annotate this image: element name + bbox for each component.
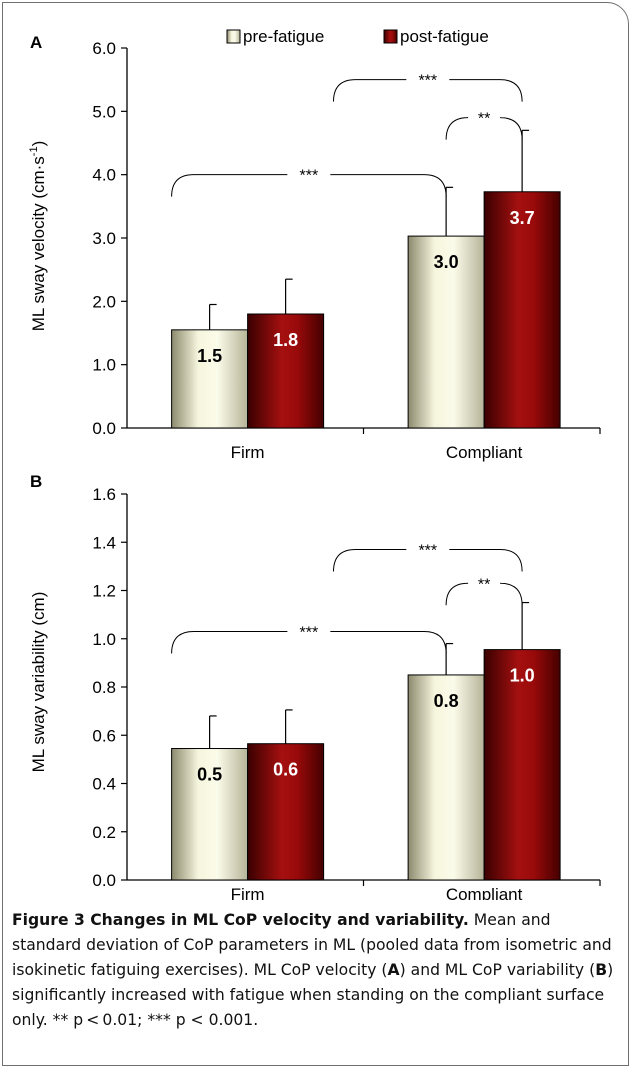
panel-a-significance-label: *** <box>418 73 437 90</box>
panel-b-significance-bracket <box>171 631 288 654</box>
panel-a-significance-bracket <box>445 117 469 140</box>
panel-b-bar-post-compliant <box>483 649 561 881</box>
panel-b-data-label: 0.6 <box>273 760 298 780</box>
panel-b-data-label: 0.5 <box>197 765 222 785</box>
panel-a-bar-post-firm <box>247 313 325 429</box>
panel-a-data-label: 3.7 <box>510 208 535 228</box>
legend-swatch-post <box>383 29 398 44</box>
panel-a-significance-label: ** <box>478 111 490 128</box>
panel-a-data-label: 3.0 <box>434 252 459 272</box>
panel-b-plot: 0.0 0.2 0.4 0.6 0.8 1.0 1.2 1.4 1.6 Firm 0.5 0.6 Com… <box>92 485 601 900</box>
panel-b-y-tick-label: 1.6 <box>92 485 116 504</box>
panel-b-data-label: 0.8 <box>434 691 459 711</box>
panel-a-y-tick-label: 6.0 <box>92 39 116 58</box>
caption-text-3: ) significantly increased with fatigue w… <box>12 961 614 1029</box>
panel-b-significance-bracket <box>500 582 523 606</box>
figure-charts: pre-fatigue post-fatigue A B ML sway vel… <box>28 27 601 900</box>
panel-b-y-tick-label: 0.0 <box>92 871 116 890</box>
caption-text-2: ) and ML CoP variability ( <box>399 961 596 979</box>
panel-a-x-tick-label: Compliant <box>446 443 523 462</box>
legend-label-post: post-fatigue <box>400 27 489 46</box>
panel-a-significance-label: *** <box>300 168 319 185</box>
panel-b-y-tick-label: 0.6 <box>92 726 116 745</box>
panel-b-significance-label: *** <box>418 542 437 559</box>
panel-b-significance-label: ** <box>478 576 490 593</box>
panel-a-y-tick-label: 1.0 <box>92 356 116 375</box>
panel-b-bar-post-firm <box>247 743 325 881</box>
panel-a-plot: 0.0 1.0 2.0 3.0 4.0 5.0 6.0 Firm 1.5 1.8 Compliant… <box>92 39 601 462</box>
caption-text-1: Mean and standard deviation of CoP param… <box>12 911 612 979</box>
panel-a-y-axis-title: ML sway velocity (cm·s-1) <box>28 141 48 332</box>
panel-a-label: A <box>30 33 42 52</box>
panel-b-bar-pre-compliant <box>407 674 485 881</box>
panel-a-data-label: 1.5 <box>197 346 222 366</box>
panel-b-bar-pre-firm <box>171 748 249 881</box>
panel-b-y-tick-label: 1.0 <box>92 630 116 649</box>
panel-b-y-axis-title: ML sway variability (cm) <box>29 592 48 773</box>
panel-b-x-tick-label: Compliant <box>446 885 523 900</box>
caption-bold-b: B <box>595 961 608 979</box>
caption-bold-a: A <box>387 961 400 979</box>
panel-a-significance-bracket <box>171 174 288 197</box>
panel-a-bar-pre-compliant <box>407 235 485 429</box>
panel-a-y-tick-label: 3.0 <box>92 229 116 248</box>
legend-swatch-pre <box>226 29 241 44</box>
panel-b-significance-bracket <box>330 631 447 654</box>
panel-b-significance-bracket <box>449 548 523 572</box>
caption-title: Figure 3 Changes in ML CoP velocity and … <box>12 911 469 929</box>
panel-a-bar-post-compliant <box>483 191 561 429</box>
panel-a-x-tick-label: Firm <box>231 443 265 462</box>
panel-a-y-tick-label: 0.0 <box>92 419 116 438</box>
figure-caption: Figure 3 Changes in ML CoP velocity and … <box>12 908 622 1033</box>
legend-label-pre: pre-fatigue <box>243 27 324 46</box>
panel-a-significance-bracket <box>500 117 523 140</box>
panel-a-significance-bracket <box>449 79 523 102</box>
panel-b-label: B <box>30 472 42 491</box>
panel-b-data-label: 1.0 <box>510 666 535 686</box>
panel-b-significance-bracket <box>333 548 407 572</box>
panel-b-y-tick-label: 0.4 <box>92 775 116 794</box>
legend: pre-fatigue post-fatigue <box>226 27 489 46</box>
panel-a-y-tick-label: 2.0 <box>92 292 116 311</box>
panel-b-y-tick-label: 0.2 <box>92 823 116 842</box>
panel-b-y-tick-label: 0.8 <box>92 678 116 697</box>
panel-a-significance-bracket <box>330 174 447 197</box>
panel-b-x-tick-label: Firm <box>231 885 265 900</box>
panel-b-y-tick-label: 1.2 <box>92 582 116 601</box>
panel-b-significance-label: *** <box>300 625 319 642</box>
panel-a-y-tick-label: 5.0 <box>92 102 116 121</box>
panel-b-significance-bracket <box>445 582 469 606</box>
panel-a-y-tick-label: 4.0 <box>92 166 116 185</box>
panel-a-significance-bracket <box>333 79 407 102</box>
panel-a-bar-pre-firm <box>171 329 249 429</box>
panel-a-data-label: 1.8 <box>273 330 298 350</box>
panel-b-y-tick-label: 1.4 <box>92 533 116 552</box>
